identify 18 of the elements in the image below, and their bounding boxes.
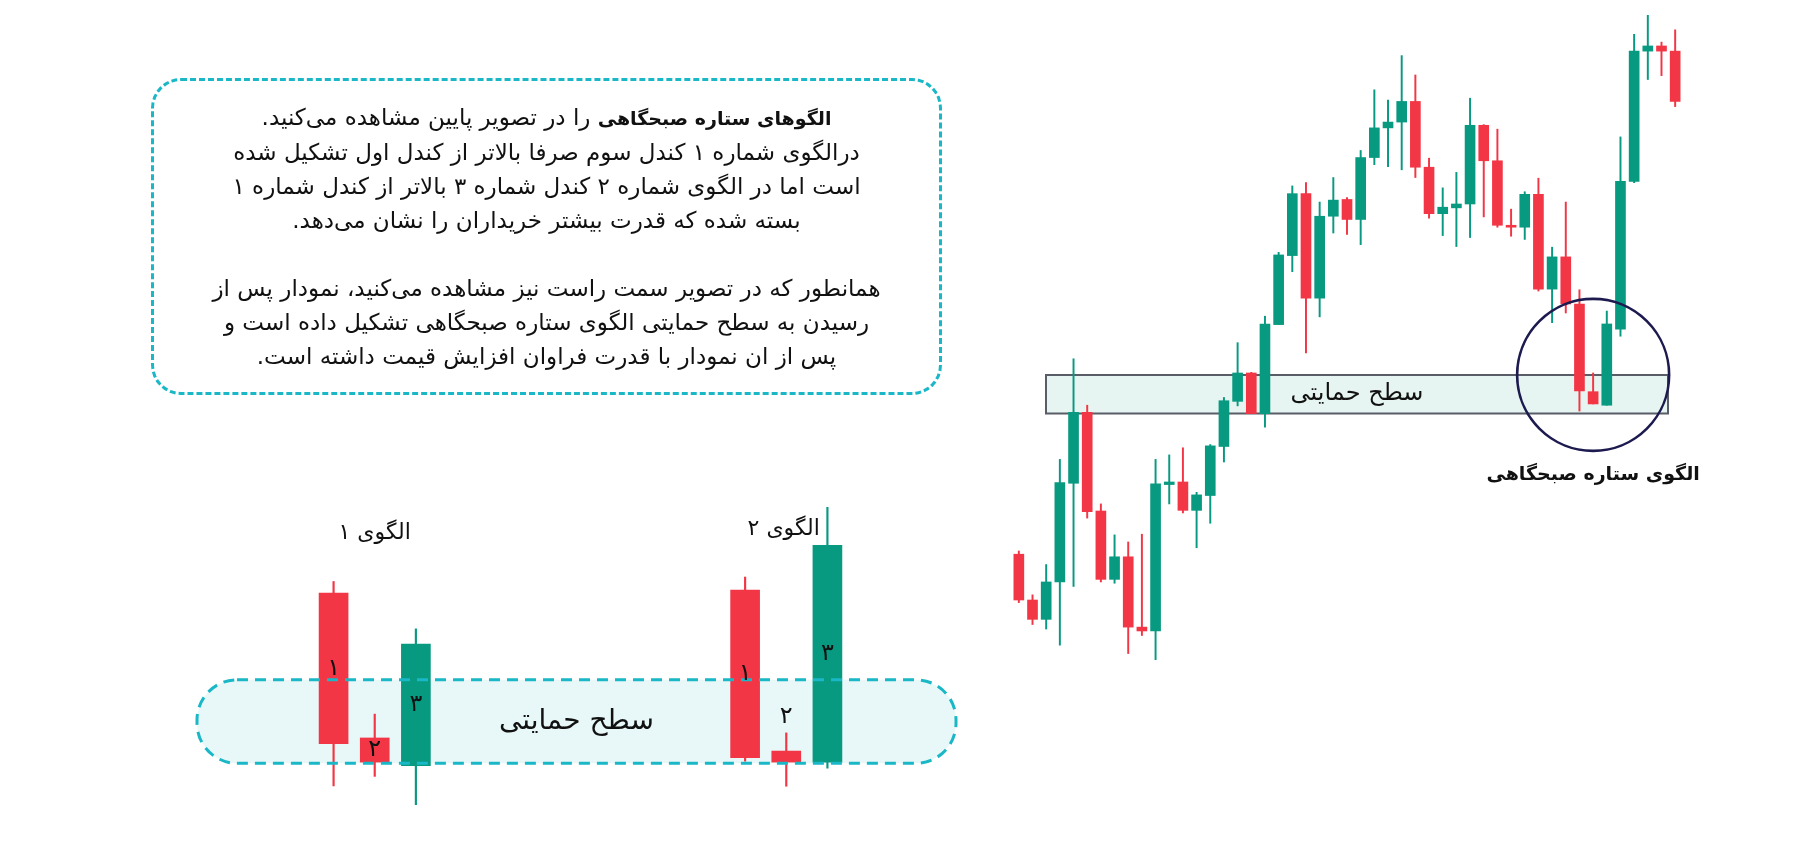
annotation: الگوی ۲ [747,514,820,540]
candlestick [1505,208,1517,237]
candlestick [1451,172,1462,247]
text: درالگوی شماره ۱ کندل سوم صرفا بالاتر از کندل اول تشکیل شده است اما در الگوی شماره ۲ کندل شماره ۳ بالاتر از کندل شماره ۱ بسته شده که قدرت بیشتر خریداران را نشان می‌دهد. [232,138,861,236]
annotation: الگوی ۱ [338,519,411,545]
x-tick-label: ۳ [820,638,834,666]
text: همانطور که در تصویر سمت راست نیز مشاهده می‌کنید، نمودار پس از رسیدن به سطح حمایتی الگوی ستاره صبحگاهی تشکیل داده است و پس از ان نمودار با قدرت فراوان افزایش قیمت داشته است. [212,274,881,372]
text: را در تصویر پایین مشاهده می‌کنید. [261,103,591,133]
x-tick-label: ۱ [738,658,752,687]
x-tick-label: ۲ [779,701,793,730]
x-tick-label: ۳ [409,689,423,718]
x-tick-label: ۱ [327,652,341,681]
x-tick-label: ۲ [368,734,382,763]
candlestick [1163,454,1175,505]
annotation: الگوی ستاره صبحگاهی [1486,461,1700,485]
band-label: سطح حمایتی [1290,378,1424,407]
band-label: سطح حمایتی [498,702,655,736]
text: الگوهای ستاره صبحگاهی [597,106,832,132]
